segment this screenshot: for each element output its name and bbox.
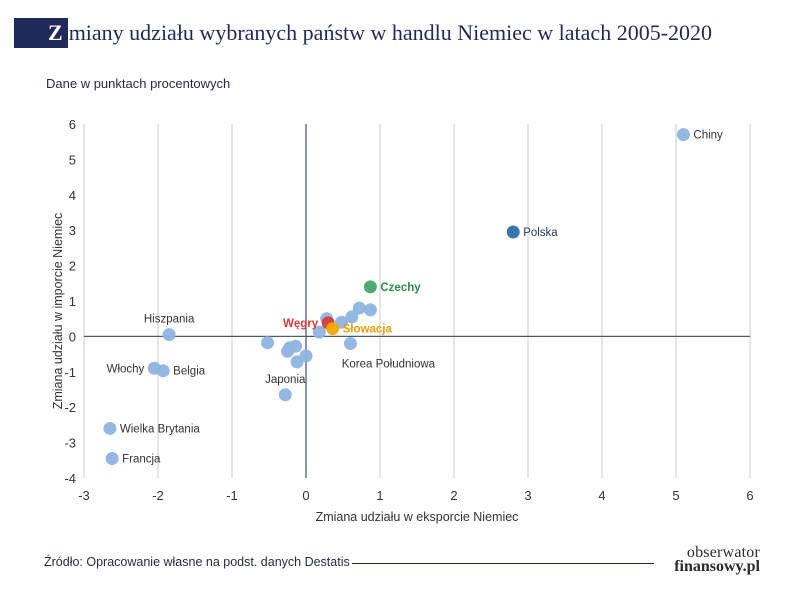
data-point bbox=[676, 128, 690, 142]
y-tick-label: -3 bbox=[64, 436, 76, 451]
chart-subtitle: Dane w punktach procentowych bbox=[46, 76, 231, 91]
data-point bbox=[363, 280, 377, 294]
data-point bbox=[290, 355, 304, 369]
y-tick-label: 0 bbox=[69, 329, 76, 344]
y-tick-label: 6 bbox=[69, 117, 76, 132]
y-tick-label: -2 bbox=[64, 400, 76, 415]
y-tick-label: 3 bbox=[69, 223, 76, 238]
point-label: Włochy bbox=[107, 363, 145, 375]
publisher-logo: obserwator finansowy.pl bbox=[664, 544, 760, 575]
data-point bbox=[103, 421, 117, 435]
x-tick-label: 5 bbox=[672, 488, 679, 503]
chart-title: Z miany udziału wybranych państw w handl… bbox=[14, 18, 712, 48]
y-tick-label: 4 bbox=[69, 188, 76, 203]
footer-divider bbox=[352, 563, 654, 564]
x-tick-label: 0 bbox=[302, 488, 309, 503]
data-point bbox=[105, 452, 119, 466]
data-point bbox=[506, 225, 520, 239]
x-tick-label: 2 bbox=[450, 488, 457, 503]
data-point bbox=[278, 388, 292, 402]
data-point bbox=[156, 364, 170, 378]
point-label: Wielka Brytania bbox=[120, 423, 200, 435]
x-tick-label: 1 bbox=[376, 488, 383, 503]
data-point bbox=[281, 344, 294, 358]
point-label: Belgia bbox=[173, 366, 206, 378]
x-tick-label: -2 bbox=[152, 488, 164, 503]
x-tick-label: 4 bbox=[598, 488, 605, 503]
y-axis-title: Zmiana udziału w imporcie Niemiec bbox=[51, 213, 65, 410]
title-text: miany udziału wybranych państw w handlu … bbox=[68, 20, 713, 45]
x-tick-label: -3 bbox=[78, 488, 90, 503]
point-label: Hiszpania bbox=[144, 314, 195, 326]
data-point bbox=[162, 328, 176, 342]
source-note: Źródło: Opracowanie własne na podst. dan… bbox=[44, 555, 350, 569]
y-tick-label: 2 bbox=[69, 259, 76, 274]
data-point bbox=[343, 336, 357, 350]
y-tick-label: -4 bbox=[64, 471, 76, 486]
point-label: Węgry bbox=[283, 318, 319, 330]
data-point bbox=[345, 310, 359, 324]
logo-line-1: obserwator bbox=[686, 544, 760, 561]
point-label: Korea Południowa bbox=[342, 358, 436, 370]
data-point bbox=[312, 325, 326, 339]
y-tick-label: -1 bbox=[64, 365, 76, 380]
data-point bbox=[326, 322, 340, 336]
y-tick-label: 1 bbox=[69, 294, 76, 309]
point-label: Słowacja bbox=[343, 324, 393, 336]
x-tick-label: 3 bbox=[524, 488, 531, 503]
y-tick-label: 5 bbox=[69, 152, 76, 167]
point-label: Francja bbox=[122, 454, 161, 466]
data-point bbox=[261, 336, 275, 350]
x-tick-label: 6 bbox=[746, 488, 753, 503]
point-label: Polska bbox=[523, 227, 558, 239]
point-label: Chiny bbox=[693, 130, 723, 142]
point-label: Czechy bbox=[380, 282, 421, 294]
title-initial-badge: Z bbox=[14, 18, 68, 48]
x-tick-label: -1 bbox=[226, 488, 238, 503]
point-label: Japonia bbox=[265, 374, 306, 386]
data-point bbox=[352, 301, 366, 315]
data-point bbox=[363, 303, 377, 317]
x-axis-title: Zmiana udziału w eksporcie Niemiec bbox=[316, 510, 519, 524]
logo-line-2: finansowy.pl bbox=[674, 558, 760, 575]
